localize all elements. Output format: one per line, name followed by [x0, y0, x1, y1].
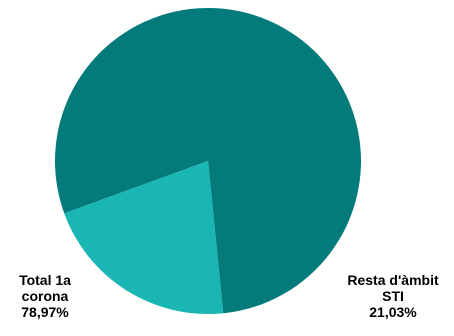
- slice-label-line: STI: [382, 288, 404, 304]
- slice-label-line: corona: [21, 288, 69, 304]
- pie-slice-1: [64, 161, 224, 314]
- pie-slice-0: [55, 7, 362, 314]
- slice-label-resta-ambit-sti: Resta d'àmbit STI 21,03%: [334, 272, 452, 320]
- pie-slices: [55, 7, 362, 314]
- slice-percent-label: 21,03%: [369, 304, 417, 320]
- slice-label-line: Resta d'àmbit: [347, 272, 439, 288]
- slice-label-total-1a-corona: Total 1a corona 78,97%: [2, 272, 88, 320]
- slice-percent-label: 78,97%: [21, 304, 69, 320]
- slice-label-line: Total 1a: [19, 272, 71, 288]
